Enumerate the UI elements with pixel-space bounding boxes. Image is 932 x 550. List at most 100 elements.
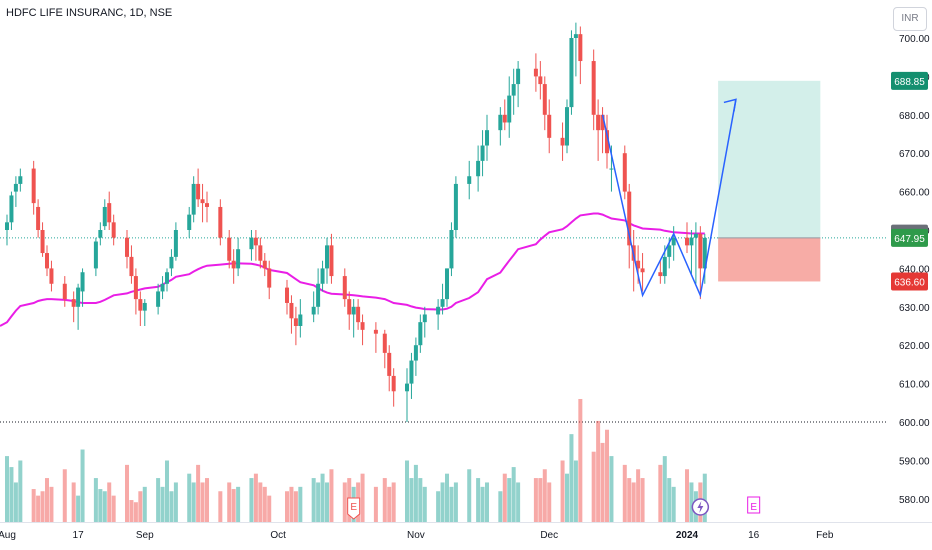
candle-body <box>71 299 76 307</box>
candle-body <box>360 322 365 330</box>
volume-bar <box>662 456 667 522</box>
candle-body <box>596 114 601 131</box>
volume-bar <box>156 478 161 522</box>
volume-bar <box>218 491 223 522</box>
volume-bar <box>596 420 601 522</box>
candle-body <box>382 333 387 353</box>
volume-bar <box>565 473 570 522</box>
candle-body <box>31 168 36 204</box>
volume-bar <box>560 460 565 522</box>
candle-body <box>480 145 485 161</box>
candle-body <box>102 206 107 227</box>
candle-body <box>609 168 614 170</box>
candle-body <box>636 260 641 269</box>
candle-body <box>387 352 392 376</box>
volume-bar <box>511 467 516 522</box>
x-tick-label: 16 <box>748 530 760 541</box>
volume-bar <box>600 442 605 522</box>
candle-body <box>698 233 703 269</box>
volume-bar <box>311 478 316 522</box>
candle-body <box>485 130 490 146</box>
candle-body <box>591 61 596 115</box>
candle-body <box>565 107 570 146</box>
candle-body <box>627 191 632 246</box>
target-zone <box>718 80 821 238</box>
candle-body <box>391 375 396 392</box>
volume-bar <box>476 478 481 522</box>
volume-bar <box>111 495 116 522</box>
volume-bar <box>187 473 192 522</box>
earnings-flag <box>747 496 761 514</box>
currency-button[interactable]: INR <box>893 7 927 31</box>
candle-body <box>285 287 290 303</box>
chart-title: HDFC LIFE INSURANC, 1D, NSE <box>6 7 173 19</box>
volume-bar <box>5 456 9 522</box>
candle-body <box>605 130 610 154</box>
volume-bar <box>76 495 81 522</box>
earnings-label: E <box>750 502 757 513</box>
x-tick-label: 2024 <box>676 530 699 541</box>
moving-average-line <box>0 212 705 327</box>
x-tick-label: Dec <box>540 530 558 541</box>
volume-bar <box>173 482 178 522</box>
volume-bar <box>405 460 410 522</box>
candle-body <box>685 237 690 246</box>
candle-body <box>440 299 445 307</box>
candle-body <box>569 38 574 108</box>
volume-bar <box>702 473 707 522</box>
volume-bar <box>102 491 107 522</box>
x-tick-label: Oct <box>270 530 286 541</box>
volume-bar <box>413 464 418 522</box>
candle-body <box>373 329 378 334</box>
candle-body <box>36 206 41 230</box>
stop-price-badge-bg <box>891 272 928 291</box>
volume-bar <box>658 464 663 522</box>
earnings-label: E <box>350 502 357 513</box>
candle-body <box>18 176 23 184</box>
volume-bar <box>169 491 174 522</box>
candle-body <box>560 137 565 146</box>
candle-body <box>76 287 81 307</box>
candle-body <box>80 272 85 292</box>
candle-body <box>418 322 423 346</box>
volume-bar <box>71 482 76 522</box>
volume-bar <box>373 486 378 522</box>
volume-bar <box>631 482 636 522</box>
candle-body <box>62 283 67 300</box>
target-price-badge: 688.85 <box>894 77 925 88</box>
volume-bar <box>387 486 392 522</box>
candle-body <box>573 34 578 38</box>
candle-body <box>165 272 170 284</box>
volume-bar <box>165 460 170 522</box>
candle-body <box>409 360 414 384</box>
volume-bar <box>285 491 290 522</box>
volume-bar <box>45 478 50 522</box>
candle-body <box>196 183 201 200</box>
candle-body <box>671 237 676 246</box>
volume-bar <box>320 473 325 522</box>
candle-body <box>45 253 50 269</box>
volume-bar <box>138 491 143 522</box>
volume-bar <box>636 469 641 522</box>
candle-body <box>347 299 352 315</box>
volume-bar <box>382 478 387 522</box>
earnings-marker: E <box>747 496 761 514</box>
volume-bar <box>689 482 694 522</box>
volume-bar <box>578 398 583 522</box>
target-price-badge-bg <box>891 71 928 90</box>
volume-bar <box>36 495 41 522</box>
volume-bar <box>191 482 196 522</box>
candle-body <box>200 199 205 204</box>
volume-bar <box>80 449 85 522</box>
volume-bar <box>293 491 298 522</box>
candle-body <box>320 268 325 284</box>
volume-bar <box>507 478 512 522</box>
y-tick-label: 670.00 <box>899 149 930 160</box>
volume-bar <box>533 478 538 522</box>
candle-body <box>156 291 161 307</box>
volume-bar <box>142 486 147 522</box>
y-tick-label: 660.00 <box>899 188 930 199</box>
volume-bar <box>107 482 112 522</box>
last-price-badge: 647.95 <box>894 234 925 245</box>
